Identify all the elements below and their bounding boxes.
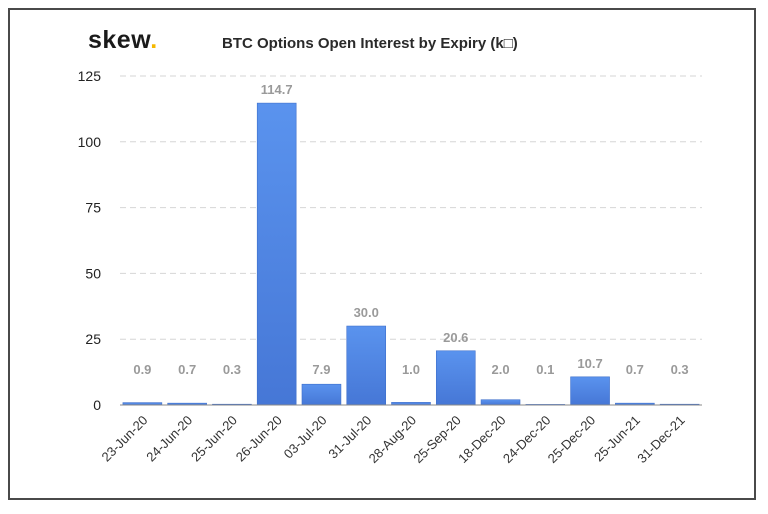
y-tick-label: 75 — [85, 200, 101, 216]
x-tick-label: 31-Dec-21 — [634, 413, 688, 467]
x-axis-ticks: 23-Jun-2024-Jun-2025-Jun-2026-Jun-2003-J… — [99, 413, 688, 467]
x-tick-label: 25-Sep-20 — [410, 413, 464, 467]
y-axis-ticks: 0 25 50 75 100 125 — [78, 68, 102, 413]
bar — [435, 350, 476, 406]
data-label: 0.7 — [626, 362, 644, 377]
data-label: 0.3 — [671, 362, 689, 377]
logo-text: skew — [88, 26, 151, 54]
data-label: 7.9 — [312, 362, 330, 377]
y-tick-label: 25 — [85, 331, 101, 347]
bar — [346, 325, 387, 406]
data-label: 20.6 — [443, 330, 468, 345]
x-tick-label: 26-Jun-20 — [233, 413, 285, 465]
x-tick-label: 25-Dec-20 — [545, 413, 599, 467]
data-label: 10.7 — [577, 356, 602, 371]
y-tick-label: 50 — [85, 265, 101, 281]
skew-logo: skew. — [88, 26, 158, 55]
y-tick-label: 125 — [78, 68, 102, 84]
data-label: 2.0 — [491, 362, 509, 377]
bar — [570, 376, 610, 406]
bar — [301, 383, 342, 406]
chart-title: BTC Options Open Interest by Expiry (k□) — [222, 35, 518, 52]
x-tick-label: 24-Jun-20 — [143, 413, 195, 465]
data-label: 0.1 — [536, 362, 554, 377]
bar — [256, 102, 297, 406]
data-label: 114.7 — [261, 82, 293, 97]
data-label: 1.0 — [402, 362, 420, 377]
data-label: 30.0 — [354, 305, 379, 320]
x-tick-label: 25-Jun-20 — [188, 413, 240, 465]
bars — [122, 102, 700, 406]
x-tick-label: 28-Aug-20 — [366, 413, 420, 467]
chart-frame — [8, 8, 756, 500]
x-tick-label: 18-Dec-20 — [455, 413, 509, 467]
data-label: 0.7 — [178, 362, 196, 377]
data-label: 0.9 — [133, 362, 151, 377]
y-tick-label: 0 — [93, 397, 101, 413]
logo-dot: . — [150, 26, 158, 54]
data-label: 0.3 — [223, 362, 241, 377]
x-tick-label: 24-Dec-20 — [500, 413, 554, 467]
grid-lines — [120, 75, 702, 340]
x-tick-label: 23-Jun-20 — [99, 413, 151, 465]
x-tick-label: 03-Jul-20 — [281, 413, 330, 462]
data-labels: 0.9 0.7 0.3 114.7 7.9 30.0 1.0 20.6 2.0 0.1 10.7 0.… — [133, 82, 688, 377]
y-tick-label: 100 — [78, 134, 102, 150]
bar — [480, 399, 521, 406]
